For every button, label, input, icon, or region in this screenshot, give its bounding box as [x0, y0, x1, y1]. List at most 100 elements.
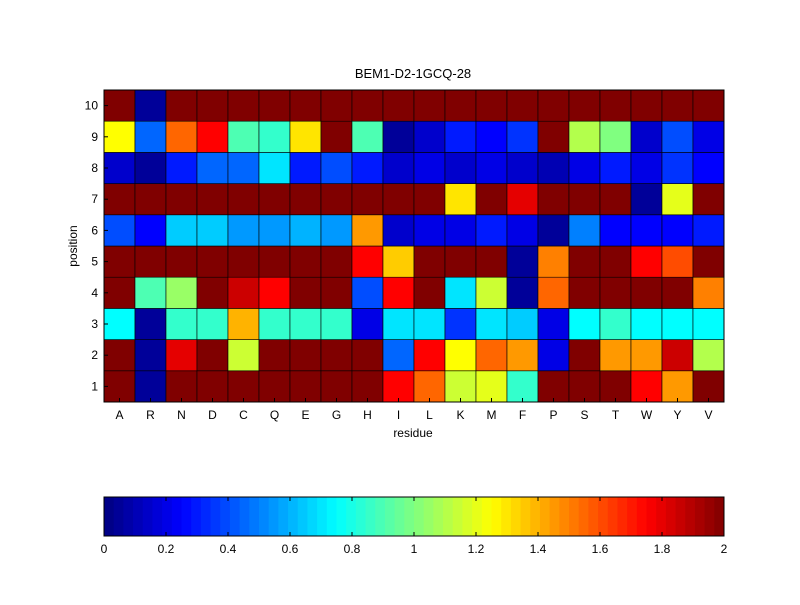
- y-tick-label: 1: [91, 379, 98, 393]
- heatmap-cell: [320, 370, 353, 403]
- heatmap-cell: [134, 308, 167, 340]
- heatmap-cell: [351, 214, 384, 247]
- heatmap-cell: [506, 370, 539, 403]
- heatmap-cell: [537, 245, 570, 278]
- heatmap-cell: [506, 214, 539, 247]
- heatmap-cell: [568, 308, 601, 340]
- heatmap-cell: [599, 245, 632, 278]
- heatmap-cell: [320, 152, 353, 184]
- heatmap-cell: [630, 339, 663, 372]
- colorbar-tick-label: 1.6: [592, 542, 609, 556]
- heatmap-cell: [413, 245, 446, 278]
- heatmap-cell: [692, 89, 725, 122]
- colorbar-swatch: [113, 497, 124, 536]
- heatmap-cell: [630, 276, 663, 309]
- colorbar-swatch: [443, 497, 454, 536]
- heatmap-cell: [630, 370, 663, 403]
- chart-title: BEM1-D2-1GCQ-28: [355, 66, 471, 81]
- heatmap-cell: [227, 120, 260, 153]
- heatmap-cell: [196, 120, 229, 153]
- heatmap-cell: [692, 214, 725, 247]
- heatmap-cell: [258, 370, 291, 403]
- colorbar-tick-label: 0: [101, 542, 108, 556]
- heatmap-cell: [165, 370, 198, 403]
- colorbar: 0 0.2 0.4 0.6 0.8 1 1.2 1.4 1.6 1.8 2: [101, 496, 728, 556]
- heatmap-cell: [444, 308, 477, 340]
- colorbar-swatch: [539, 497, 551, 536]
- heatmap-cell: [661, 120, 694, 153]
- colorbar-swatch: [278, 497, 289, 536]
- colorbar-swatch: [656, 497, 667, 536]
- colorbar-swatch: [423, 497, 434, 536]
- heatmap-cell: [413, 370, 446, 403]
- heatmap-cell: [134, 183, 167, 216]
- heatmap-cell: [382, 276, 415, 309]
- heatmap-cell: [661, 308, 694, 340]
- heatmap-cell: [382, 89, 415, 122]
- y-tick-label: 4: [91, 286, 98, 300]
- colorbar-swatch: [162, 497, 173, 536]
- heatmap-cell: [661, 152, 694, 184]
- heatmap-cell: [568, 339, 601, 372]
- heatmap-cell: [630, 183, 663, 216]
- colorbar-swatch: [220, 497, 231, 536]
- colorbar-swatch: [346, 497, 357, 536]
- x-tick-label: V: [704, 408, 712, 422]
- heatmap-cell: [227, 276, 260, 309]
- heatmap-cell: [568, 152, 601, 184]
- colorbar-swatch: [375, 497, 386, 536]
- heatmap-cell: [692, 339, 725, 372]
- heatmap-cell: [413, 214, 446, 247]
- heatmap-cell: [692, 276, 725, 309]
- heatmap-cell: [289, 276, 322, 309]
- x-tick-label: W: [641, 408, 653, 422]
- x-tick-label: N: [177, 408, 186, 422]
- heatmap-cell: [165, 89, 198, 122]
- heatmap-cell: [506, 245, 539, 278]
- heatmap-cell: [196, 183, 229, 216]
- heatmap-cell: [630, 120, 663, 153]
- heatmap-cell: [444, 339, 477, 372]
- heatmap-cell: [382, 214, 415, 247]
- y-tick-label: 7: [91, 192, 98, 206]
- heatmap-cell: [661, 370, 694, 403]
- x-tick-label: M: [487, 408, 497, 422]
- heatmap-cell: [506, 89, 539, 122]
- heatmap-cell: [568, 214, 601, 247]
- x-tick-label: F: [519, 408, 526, 422]
- colorbar-swatch: [259, 497, 270, 536]
- heatmap-cell: [289, 308, 322, 340]
- colorbar-swatch: [191, 497, 202, 536]
- colorbar-swatch: [171, 497, 182, 536]
- heatmap-cell: [258, 276, 291, 309]
- heatmap-cell: [103, 339, 136, 372]
- heatmap-cell: [196, 308, 229, 340]
- colorbar-swatch: [326, 497, 337, 536]
- heatmap-cell: [568, 120, 601, 153]
- heatmap-cell: [289, 183, 322, 216]
- colorbar-swatch: [181, 497, 192, 536]
- heatmap-cell: [475, 120, 508, 153]
- colorbar-tick-label: 0.8: [344, 542, 361, 556]
- heatmap-cell: [537, 152, 570, 184]
- heatmap-cell: [475, 276, 508, 309]
- y-tick-label: 6: [91, 223, 98, 237]
- colorbar-tick-label: 0.2: [158, 542, 175, 556]
- heatmap-cell: [537, 276, 570, 309]
- colorbar-swatch: [268, 497, 279, 536]
- heatmap-cell: [599, 152, 632, 184]
- colorbar-swatch: [104, 497, 115, 536]
- y-tick-label: 2: [91, 348, 98, 362]
- heatmap-cell: [382, 245, 415, 278]
- heatmap-cell: [506, 339, 539, 372]
- colorbar-swatch: [714, 497, 725, 536]
- colorbar-swatch: [336, 497, 347, 536]
- colorbar-swatch: [297, 497, 308, 536]
- x-tick-label: A: [115, 408, 123, 422]
- heatmap-cell: [165, 183, 198, 216]
- y-tick-label: 10: [85, 99, 99, 113]
- heatmap-cell: [568, 183, 601, 216]
- heatmap-cell: [599, 339, 632, 372]
- heatmap-cell: [599, 276, 632, 309]
- heatmap-cell: [227, 89, 260, 122]
